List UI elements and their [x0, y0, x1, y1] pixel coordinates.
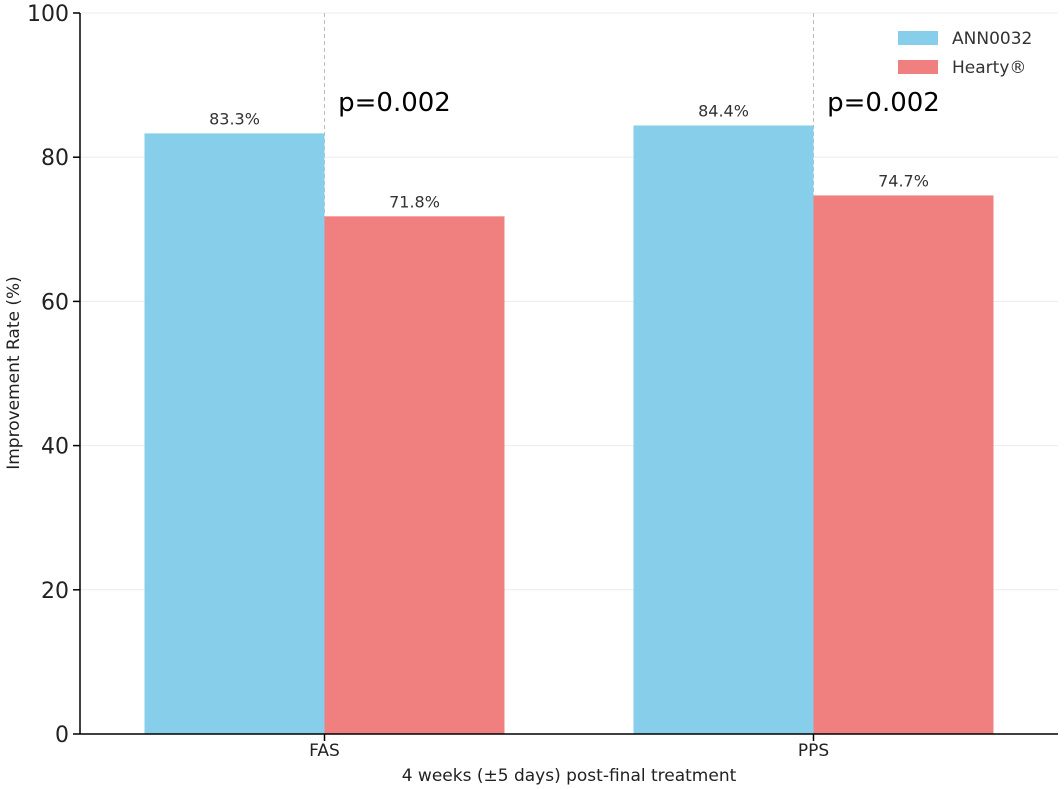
x-tick-label: PPS — [798, 741, 829, 761]
x-axis-title: 4 weeks (±5 days) post-final treatment — [402, 766, 737, 786]
bar-pps-series-1 — [633, 125, 814, 734]
p-value-annotation: p=0.002 — [827, 88, 940, 118]
p-value-annotation: p=0.002 — [338, 88, 451, 118]
y-tick-label: 80 — [41, 146, 69, 171]
data-label: 83.3% — [209, 109, 260, 128]
bar-pps-series-2 — [813, 195, 994, 735]
y-tick-label: 100 — [27, 2, 69, 27]
legend-label: ANN0032 — [952, 29, 1032, 49]
y-tick-label: 0 — [55, 723, 69, 748]
legend-swatch — [898, 31, 938, 45]
legend-label: Hearty® — [952, 58, 1026, 78]
data-label: 71.8% — [389, 192, 440, 211]
bar-fas-series-1 — [144, 133, 325, 735]
y-tick-label: 40 — [41, 435, 69, 460]
x-tick-label: FAS — [309, 741, 340, 761]
data-label: 74.7% — [878, 171, 929, 190]
y-tick-label: 20 — [41, 579, 69, 604]
data-label: 84.4% — [698, 101, 749, 120]
legend-swatch — [898, 60, 938, 74]
bars — [144, 125, 994, 735]
labels: 0 20 40 60 80 100 83.3% 71.8% FAS p=0.002 84.4% 74.… — [27, 2, 940, 761]
axes — [73, 12, 1058, 741]
y-axis-title: Improvement Rate (%) — [4, 276, 24, 470]
y-tick-label: 60 — [41, 290, 69, 315]
bar-fas-series-2 — [324, 216, 505, 734]
legend: ANN0032 Hearty® — [898, 29, 1032, 78]
